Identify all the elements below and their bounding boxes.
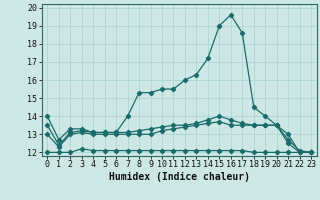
X-axis label: Humidex (Indice chaleur): Humidex (Indice chaleur) <box>109 172 250 182</box>
